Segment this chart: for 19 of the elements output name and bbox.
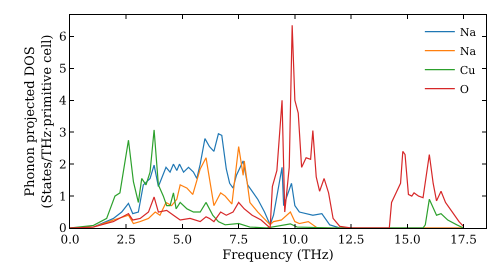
legend-label: Cu bbox=[460, 64, 476, 77]
legend-label: Na bbox=[460, 44, 476, 58]
x-tick-label: 7.5 bbox=[229, 232, 248, 246]
y-tick-label: 5 bbox=[58, 62, 67, 76]
y-tick-label: 1 bbox=[58, 189, 67, 204]
y-tick-label: 4 bbox=[58, 93, 67, 108]
x-tick-label: 12.5 bbox=[338, 232, 364, 246]
y-tick-label: 3 bbox=[58, 125, 67, 140]
x-tick-label: 5.0 bbox=[172, 232, 192, 246]
y-tick-label: 2 bbox=[58, 157, 67, 172]
x-axis-title: Frequency (THz) bbox=[222, 248, 334, 263]
y-axis-title: Phonon projected DOS (States/THz·primitive cell) bbox=[23, 34, 55, 209]
y-tick-label: 6 bbox=[58, 30, 67, 44]
x-tick-label: 15.0 bbox=[394, 232, 421, 246]
x-tick-label: 17.5 bbox=[450, 232, 477, 246]
legend-label: O bbox=[460, 82, 469, 96]
x-tick-label: 10.0 bbox=[282, 232, 308, 246]
legend-label: Na bbox=[460, 26, 476, 39]
x-tick-label: 2.5 bbox=[116, 232, 136, 246]
